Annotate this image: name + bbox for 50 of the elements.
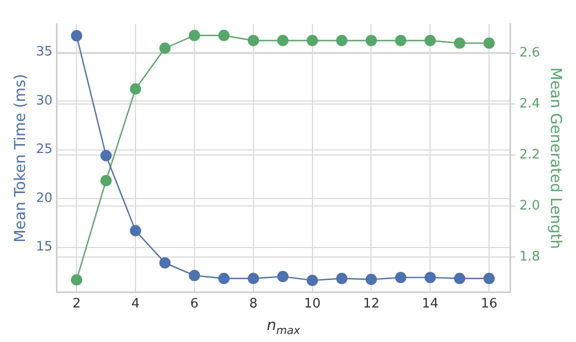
point xyxy=(483,37,495,49)
point xyxy=(248,272,260,284)
point xyxy=(277,270,288,282)
point xyxy=(70,274,82,286)
point xyxy=(130,225,142,236)
y2-tick-label: 2.6 xyxy=(519,46,540,61)
point xyxy=(395,272,406,284)
y2-tick-label: 1.8 xyxy=(519,249,540,264)
point xyxy=(218,272,230,284)
point xyxy=(70,30,82,42)
point xyxy=(395,34,406,46)
y-tick-label: 25 xyxy=(36,142,53,158)
point xyxy=(306,274,318,286)
x-tick-label: 2 xyxy=(72,296,81,312)
point xyxy=(188,270,200,282)
x-tick-label: 16 xyxy=(480,296,498,312)
point xyxy=(366,34,377,46)
point xyxy=(277,34,288,46)
point xyxy=(336,272,348,284)
y2-tick-label: 2.2 xyxy=(519,148,540,163)
point xyxy=(336,34,348,46)
y2-tick-label: 2.0 xyxy=(519,198,540,214)
x-tick-label: 10 xyxy=(304,296,321,312)
x-tick-label: 14 xyxy=(422,296,438,312)
point xyxy=(248,34,260,46)
y-tick-label: 15 xyxy=(36,240,53,255)
point xyxy=(159,42,171,54)
x-tick-label: 6 xyxy=(190,296,199,312)
point xyxy=(424,34,436,46)
y-axis-title: Mean Token Time (ms) xyxy=(10,74,29,243)
point xyxy=(454,37,466,49)
y-tick-label: 35 xyxy=(36,44,53,60)
point xyxy=(454,272,466,284)
y-tick-label: 30 xyxy=(36,93,53,108)
x-tick-label: 12 xyxy=(362,296,380,312)
point xyxy=(483,272,495,284)
point xyxy=(188,30,200,42)
point xyxy=(130,83,142,95)
point xyxy=(100,150,112,162)
point xyxy=(218,30,230,42)
y-tick-label: 20 xyxy=(36,190,53,206)
x-tick-label: 8 xyxy=(249,296,258,312)
point xyxy=(424,272,436,284)
point xyxy=(159,257,171,269)
y2-axis-title: Mean Generated Length xyxy=(547,67,566,250)
point xyxy=(100,174,112,186)
point xyxy=(366,274,377,286)
point xyxy=(306,34,318,46)
y2-tick-label: 2.4 xyxy=(519,96,540,112)
x-tick-label: 4 xyxy=(131,296,140,312)
